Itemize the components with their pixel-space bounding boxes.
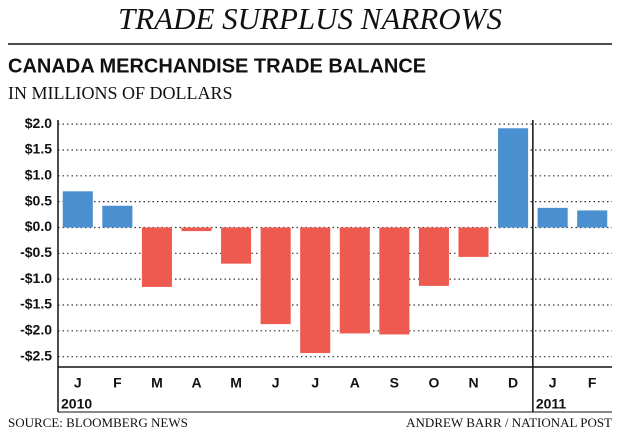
y-tick-label: $1.0 [25,167,52,183]
x-tick-label: N [468,375,478,391]
bar [418,227,449,286]
x-tick-label: A [191,375,201,391]
x-tick-label: O [428,375,439,391]
chart-title: CANADA MERCHANDISE TRADE BALANCE [8,55,426,77]
credit: ANDREW BARR / NATIONAL POST [406,415,612,430]
x-tick-label: J [549,375,557,391]
bar [260,227,291,325]
x-tick-label: D [508,375,518,391]
x-tick-label: M [230,375,242,391]
headline: TRADE SURPLUS NARROWS [118,1,502,36]
bar [498,128,529,228]
x-tick-label: M [151,375,163,391]
x-tick-label: J [74,375,82,391]
x-tick-label: J [272,375,280,391]
bar [181,227,212,232]
year-label: 2010 [61,396,92,412]
y-tick-label: $1.5 [25,141,52,157]
y-tick-label: -$1.0 [20,270,52,286]
y-tick-label: -$2.0 [20,322,52,338]
bar [102,205,133,228]
x-tick-label: F [588,375,597,391]
y-tick-label: $0.5 [25,192,52,208]
y-tick-label: -$1.5 [20,296,52,312]
bar [141,227,172,287]
bar [577,210,608,228]
y-tick-label: -$0.5 [20,244,52,260]
year-label: 2011 [536,396,567,412]
y-tick-label: $2.0 [25,115,52,131]
x-tick-label: A [350,375,360,391]
bar [221,227,252,264]
bar [62,191,93,228]
bar [458,227,489,257]
source: SOURCE: BLOOMBERG NEWS [8,415,188,430]
bar [379,227,410,335]
bar [339,227,370,334]
chart-subtitle: IN MILLIONS OF DOLLARS [8,83,233,103]
bar [300,227,331,354]
bar [537,207,568,228]
x-tick-label: J [311,375,319,391]
x-tick-label: S [390,375,399,391]
y-tick-label: -$2.5 [20,347,52,363]
x-tick-label: F [113,375,122,391]
y-tick-label: $0.0 [25,218,52,234]
